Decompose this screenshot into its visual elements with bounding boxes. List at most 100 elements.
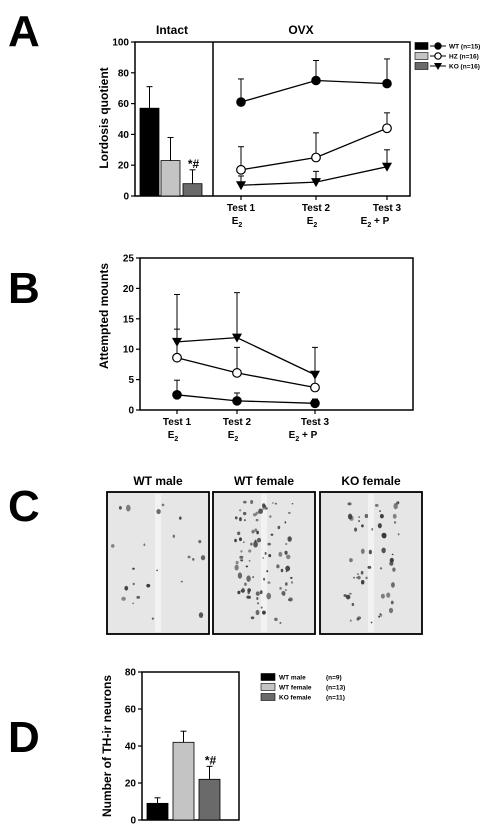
stained-neuron [234,538,237,543]
panel-letter-a: A [8,7,40,56]
d-legend-label: WT female [279,685,312,692]
d-tick-label: 60 [125,705,137,716]
d-bar-2 [198,778,221,821]
stained-neuron [377,523,382,529]
d-tick-label: 20 [125,779,137,790]
a-tick-label: 100 [112,38,129,49]
panel-c: WT male WT female KO female [106,474,423,635]
stained-neuron [290,581,294,584]
stained-neuron [267,542,271,546]
stained-neuron [371,527,374,531]
stained-neuron [361,524,364,528]
a-series-point-2 [382,162,392,172]
a-legend-swatch-ko [414,62,429,70]
stained-neuron [143,543,146,547]
a-tick-label: 40 [118,130,130,141]
stained-neuron [235,560,239,565]
stained-neuron [374,503,379,507]
a-bar-ko [182,183,203,197]
stained-neuron [180,580,183,583]
stained-neuron [251,529,255,534]
stained-neuron [248,560,251,562]
stained-neuron [388,607,394,614]
a-series-point-0 [382,78,392,89]
b-tick-label: 5 [128,375,134,386]
stained-neuron [370,621,373,624]
b-series-line-0 [176,336,316,376]
a-x-hormone-suffix: + P [371,216,389,227]
b-series-point-0 [232,333,242,343]
stained-neuron [379,567,383,570]
stained-neuron [156,569,159,572]
a-ovx-series [236,58,392,191]
stained-neuron [253,541,258,548]
a-bar-wt [139,107,160,197]
stained-neuron [285,570,288,573]
stained-neuron [263,577,266,581]
a-significance-mark: *# [188,157,200,171]
stained-neuron [280,568,284,573]
stained-neuron [356,617,360,621]
stained-neuron [252,513,257,517]
stained-neuron [239,517,242,520]
stained-neuron [255,518,259,522]
stained-neuron [288,597,293,602]
b-series-point-2 [310,398,320,409]
micrograph-ventricle-0 [155,494,161,632]
stained-neuron [255,511,259,515]
stained-neuron [360,580,365,585]
a-x-test-label: Test 3 [373,203,402,214]
stained-neuron [243,500,247,504]
stained-neuron [239,509,242,512]
stained-neuron [172,534,175,538]
stained-neuron [290,576,293,580]
stained-neuron [264,552,267,555]
stained-neuron [262,556,265,559]
stained-neuron [278,551,283,557]
a-legend-label: WT (n=15) [449,44,480,51]
stained-neuron [269,515,272,518]
stained-neuron [262,506,265,510]
a-x-hormone: E [232,216,239,227]
stained-neuron [364,513,369,519]
a-series-point-0 [236,97,246,107]
stained-neuron [357,575,361,580]
b-tick-label: 20 [123,284,135,295]
b-x-hormone-sub: 2 [174,436,178,443]
stained-neuron [353,576,356,579]
stained-neuron [243,519,247,522]
stained-neuron [242,511,247,516]
stained-neuron [192,558,195,561]
stained-neuron [247,588,251,592]
stained-neuron [276,564,280,569]
b-series-point-2 [172,390,182,400]
micrograph-title-wt-female: WT female [234,474,294,488]
stained-neuron [124,585,129,591]
stained-neuron [240,559,244,562]
b-tick-label: 10 [123,345,135,356]
micrographs [106,491,423,635]
d-legend-swatch [260,673,276,681]
stained-neuron [287,511,291,514]
micrograph-title-ko-female: KO female [341,474,401,488]
stained-neuron [146,583,151,588]
d-legend: WT male (n=9) WT female (n=13) KO female (n=1… [260,673,345,702]
stained-neuron [360,548,365,554]
stained-neuron [238,537,242,542]
a-tick-label: 60 [118,99,130,110]
stained-neuron [156,508,161,515]
stained-neuron [256,597,259,600]
stained-neuron [118,505,122,510]
stained-neuron [274,617,278,622]
b-series-line-2 [176,394,316,404]
b-series-point-1 [232,368,242,378]
d-legend-swatch [260,683,276,691]
stained-neuron [345,594,351,600]
a-legend-label: HZ (n=16) [449,54,479,61]
stained-neuron [381,532,387,538]
a-x-test-label: Test 1 [227,203,256,214]
stained-neuron [234,516,238,520]
d-bar-1 [172,741,195,821]
